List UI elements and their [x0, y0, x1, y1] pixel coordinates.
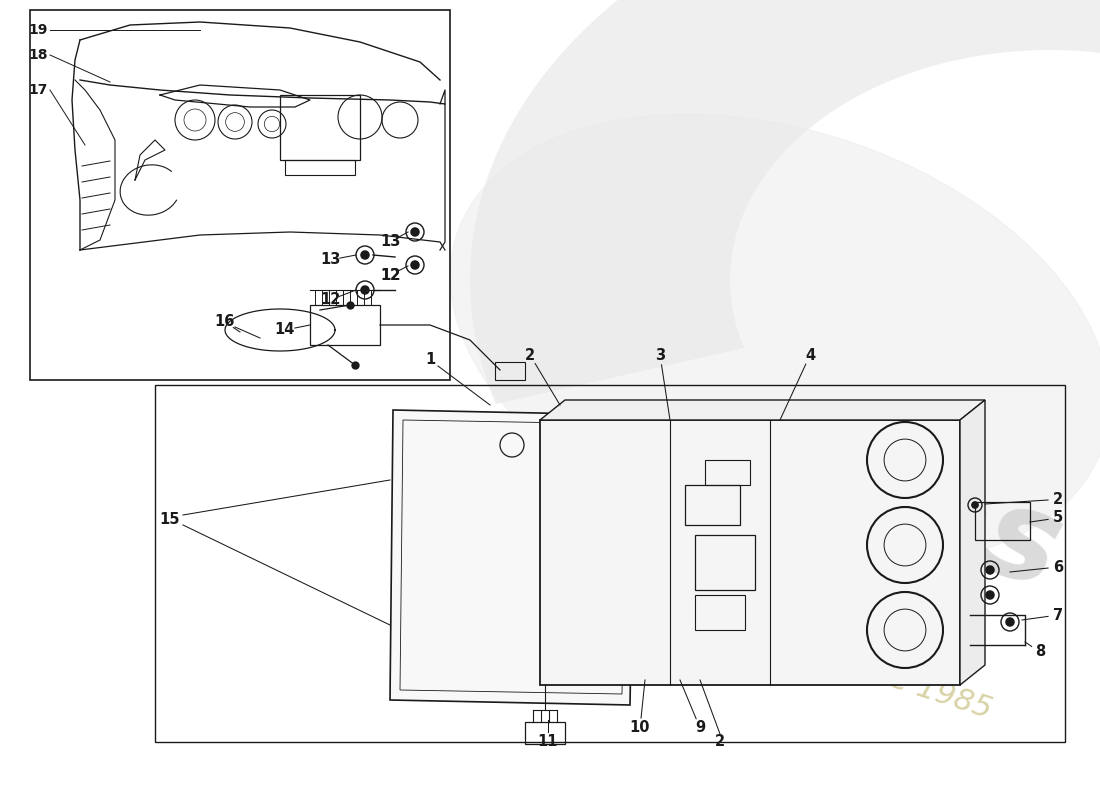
Text: 3: 3 — [654, 347, 666, 362]
Circle shape — [361, 286, 370, 294]
Text: 7: 7 — [1053, 607, 1063, 622]
Text: 2: 2 — [525, 347, 535, 362]
Bar — [30, 10, 450, 380]
Polygon shape — [470, 0, 1100, 404]
Text: 17: 17 — [29, 83, 47, 97]
Text: 13: 13 — [320, 253, 340, 267]
Text: 9: 9 — [695, 721, 705, 735]
Bar — [695, 595, 745, 630]
Bar — [540, 420, 960, 685]
Text: 5: 5 — [1053, 510, 1063, 526]
Text: 8: 8 — [1035, 645, 1045, 659]
Bar — [975, 502, 1030, 540]
Circle shape — [986, 591, 994, 599]
Bar — [310, 305, 380, 345]
Text: 18: 18 — [29, 48, 47, 62]
Text: 16: 16 — [214, 314, 235, 330]
Text: 4: 4 — [805, 347, 815, 362]
Text: 12: 12 — [379, 267, 400, 282]
Circle shape — [411, 228, 419, 236]
Text: 15: 15 — [160, 513, 180, 527]
Text: 13: 13 — [379, 234, 400, 250]
Polygon shape — [390, 410, 635, 705]
Circle shape — [361, 251, 370, 259]
Circle shape — [986, 566, 994, 574]
Bar — [685, 485, 740, 525]
Text: ures: ures — [744, 405, 1076, 615]
Circle shape — [1005, 618, 1014, 626]
Text: 2: 2 — [715, 734, 725, 750]
Circle shape — [411, 261, 419, 269]
Text: a passion...  since 1985: a passion... since 1985 — [645, 586, 996, 725]
Text: 10: 10 — [629, 721, 650, 735]
Circle shape — [972, 502, 978, 508]
Polygon shape — [960, 400, 984, 685]
Bar — [695, 535, 755, 590]
Bar — [525, 722, 565, 744]
Text: 11: 11 — [538, 734, 558, 750]
Text: 14: 14 — [275, 322, 295, 338]
Text: 2: 2 — [1053, 493, 1063, 507]
Text: 6: 6 — [1053, 559, 1063, 574]
Bar — [495, 362, 525, 380]
Polygon shape — [540, 400, 984, 420]
Text: 12: 12 — [320, 293, 340, 307]
Bar — [155, 385, 1065, 742]
Text: 19: 19 — [29, 23, 47, 37]
Text: 12: 12 — [379, 267, 400, 282]
Ellipse shape — [450, 114, 1100, 566]
Bar — [705, 460, 750, 485]
Text: 1: 1 — [425, 353, 436, 367]
Bar — [280, 95, 360, 160]
Bar — [285, 160, 355, 175]
